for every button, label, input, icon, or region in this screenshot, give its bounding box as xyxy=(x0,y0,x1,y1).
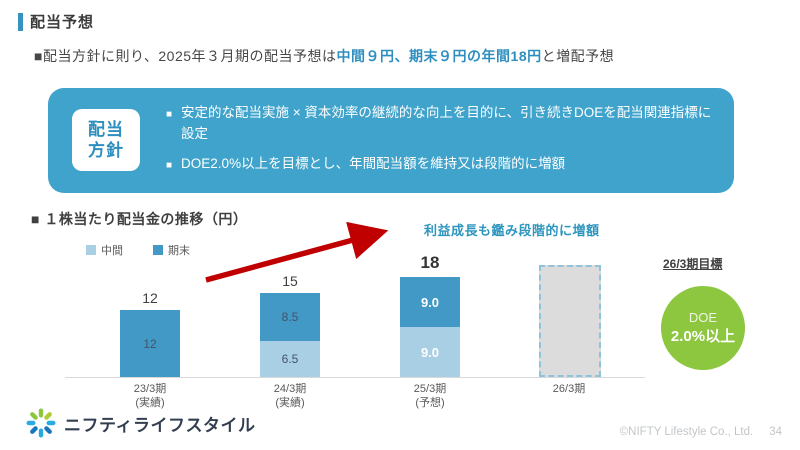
bar-segment: 9.0 xyxy=(400,327,460,377)
policy-label-line2: 方針 xyxy=(88,141,124,160)
bar-segment-value: 8.5 xyxy=(281,310,299,324)
policy-label-badge: 配当 方針 xyxy=(72,109,140,171)
legend-swatch-icon xyxy=(86,245,96,255)
chart-legend: 中間 期末 xyxy=(86,242,190,258)
bar-segment: 9.0 xyxy=(400,277,460,327)
slide-header: 配当予想 xyxy=(18,11,94,32)
subtitle-suffix: と増配予想 xyxy=(541,48,615,64)
bar-segment: 6.5 xyxy=(260,341,320,377)
subtitle-prefix: ■配当方針に則り、2025年３月期の配当予想は xyxy=(34,48,337,64)
chart-plot: 12 12 6.5 8.5 15 9.0 9.0 18 xyxy=(65,240,645,378)
company-logo-text: ニフティライフスタイル xyxy=(64,415,256,435)
x-axis-label: 26/3期 xyxy=(552,383,586,395)
doe-target-circle: DOE 2.0%以上 xyxy=(661,286,745,370)
bar-segment-value: 12 xyxy=(143,336,157,351)
policy-bullet-1-text: 安定的な配当実施 × 資本効率の継続的な向上を目的に、引き続きDOEを配当関連指… xyxy=(181,105,712,141)
legend-item: 中間 xyxy=(86,242,123,258)
growth-arrow-icon xyxy=(205,221,389,283)
doe-target-line1: DOE xyxy=(688,309,718,325)
x-axis-label: 25/3期 (予想) xyxy=(413,383,447,410)
bar-segment-value: 6.5 xyxy=(281,352,299,366)
bar-segment-value: 9.0 xyxy=(420,294,440,310)
x-axis-label: 23/3期 (実績) xyxy=(133,383,167,410)
bar-total-label: 18 xyxy=(420,253,440,272)
title-accent-bar xyxy=(18,12,23,31)
page-title: 配当予想 xyxy=(30,14,95,31)
target-period-label: 26/3期目標 xyxy=(663,257,723,271)
bar-segment-value: 9.0 xyxy=(420,344,440,360)
legend-label: 期末 xyxy=(168,245,190,257)
policy-bullet-2-text: DOE2.0%以上を目標とし、年間配当額を維持又は段階的に増額 xyxy=(181,155,566,171)
chart-heading: ■ １株当たり配当金の推移（円） xyxy=(31,211,248,227)
policy-bullet-1: ■ 安定的な配当実施 × 資本効率の継続的な向上を目的に、引き続きDOEを配当関… xyxy=(166,103,716,145)
page-number: 34 xyxy=(769,426,782,438)
subtitle: ■配当方針に則り、2025年３月期の配当予想は中間９円、期末９円の年間18円と増… xyxy=(34,46,614,66)
chart-annotation: 利益成長も鑑み段階的に増額 xyxy=(424,223,600,238)
policy-bullet-2: ■ DOE2.0%以上を目標とし、年間配当額を維持又は段階的に増額 xyxy=(166,154,716,175)
dividend-policy-box: 配当 方針 ■ 安定的な配当実施 × 資本効率の継続的な向上を目的に、引き続きD… xyxy=(48,88,734,193)
bullet-square-icon: ■ xyxy=(166,109,173,120)
subtitle-highlight: 中間９円、期末９円の年間18円 xyxy=(336,48,542,64)
legend-swatch-icon xyxy=(153,245,163,255)
policy-label-line1: 配当 xyxy=(88,119,124,139)
bar-segment: 12 xyxy=(120,310,180,377)
bar-total-label: 15 xyxy=(282,273,298,289)
x-axis-label: 24/3期 (実績) xyxy=(273,383,307,410)
bullet-square-icon: ■ xyxy=(166,159,173,171)
copyright-text: ©NIFTY Lifestyle Co., Ltd. xyxy=(619,426,754,438)
company-logo: ニフティライフスタイル xyxy=(25,407,255,439)
bar-segment: 8.5 xyxy=(260,293,320,341)
policy-bullets: ■ 安定的な配当実施 × 資本効率の継続的な向上を目的に、引き続きDOEを配当関… xyxy=(166,103,716,184)
pinwheel-logo-icon xyxy=(26,408,56,438)
footer-copyright: ©NIFTY Lifestyle Co., Ltd. 34 xyxy=(620,426,782,438)
placeholder-bar xyxy=(539,265,601,377)
legend-item: 期末 xyxy=(153,242,190,258)
bar-total-label: 12 xyxy=(142,290,158,306)
chart-xaxis: 23/3期 (実績) 24/3期 (実績) 25/3期 (予想) 26/3期 xyxy=(65,382,645,416)
doe-target-line2: 2.0%以上 xyxy=(670,327,736,345)
legend-label: 中間 xyxy=(101,245,123,257)
